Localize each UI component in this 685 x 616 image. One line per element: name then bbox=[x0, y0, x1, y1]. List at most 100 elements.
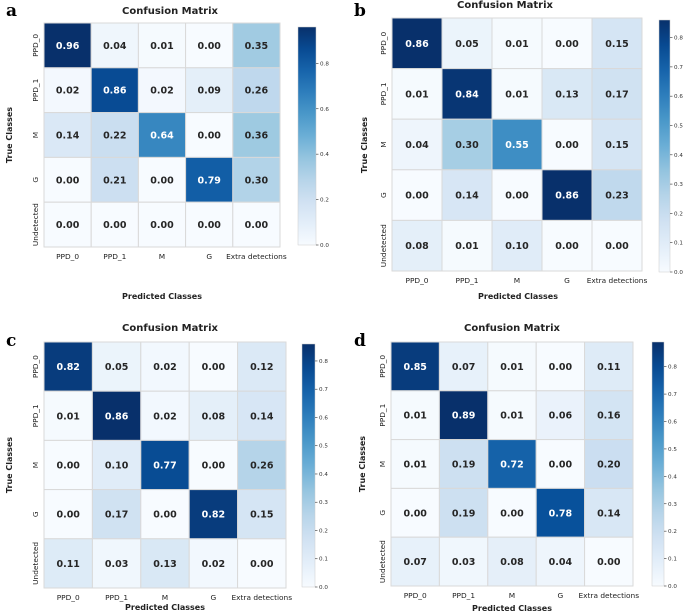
y-tick-label: Undetected bbox=[31, 203, 40, 246]
cell-value-label: 0.86 bbox=[555, 191, 579, 202]
cell-value-label: 0.01 bbox=[505, 39, 528, 50]
heatmap-cell bbox=[43, 67, 92, 114]
cell-value-label: 0.00 bbox=[500, 508, 524, 519]
heatmap-cell bbox=[137, 67, 187, 114]
heatmap-cell bbox=[91, 538, 142, 589]
cell-value-label: 0.00 bbox=[56, 510, 80, 521]
x-tick-label: G bbox=[558, 591, 564, 600]
heatmap-cell bbox=[438, 341, 489, 392]
x-tick-label: M bbox=[162, 593, 168, 602]
cell-value-label: 0.00 bbox=[103, 220, 127, 231]
cell-value-label: 0.05 bbox=[105, 362, 128, 373]
heatmap-cell bbox=[487, 536, 537, 587]
cell-value-label: 0.13 bbox=[153, 559, 176, 570]
cell-value-label: 0.79 bbox=[197, 175, 220, 186]
heatmap-cell bbox=[491, 118, 543, 171]
y-tick-label: PPD_1 bbox=[31, 404, 40, 427]
colorbar-tick-label: 0.5 bbox=[668, 447, 677, 453]
cell-value-label: 0.02 bbox=[150, 86, 173, 97]
confusion-matrix-panel-a: a Confusion Matrix 0.96 0.04 0.01 0.00 0.35 0.0… bbox=[5, 1, 329, 301]
heatmap-cell bbox=[137, 201, 187, 248]
y-tick-label: G bbox=[379, 192, 388, 198]
cell-value-label: 0.02 bbox=[56, 86, 79, 97]
y-tick-label: G bbox=[378, 510, 387, 516]
cell-value-label: 0.04 bbox=[405, 140, 429, 151]
y-tick-label: PPD_1 bbox=[378, 403, 387, 426]
colorbar-tick-label: 0.3 bbox=[319, 500, 328, 506]
cell-value-label: 0.26 bbox=[250, 461, 274, 472]
cell-value-label: 0.06 bbox=[549, 411, 573, 422]
y-tick-label: M bbox=[31, 462, 40, 468]
x-tick-label: M bbox=[514, 276, 520, 285]
cell-value-label: 0.64 bbox=[150, 131, 174, 142]
cell-value-label: 0.72 bbox=[500, 460, 523, 471]
cell-value-label: 0.01 bbox=[403, 411, 426, 422]
x-axis-title: Predicted Classes bbox=[122, 292, 202, 301]
heatmap-cell bbox=[591, 17, 643, 70]
cell-value-label: 0.17 bbox=[605, 89, 628, 100]
x-axis-title: Predicted Classes bbox=[472, 604, 552, 613]
cell-value-label: 0.11 bbox=[597, 362, 620, 373]
heatmap-cell bbox=[390, 341, 440, 392]
heatmap-cell bbox=[541, 219, 593, 272]
y-axis-title: True Classes bbox=[5, 107, 14, 163]
heatmap-cell bbox=[43, 201, 92, 248]
cell-value-label: 0.12 bbox=[250, 362, 273, 373]
heatmap-cell bbox=[487, 341, 537, 392]
cell-value-label: 0.01 bbox=[150, 41, 173, 52]
cell-value-label: 0.15 bbox=[605, 140, 628, 151]
cell-value-label: 0.82 bbox=[56, 362, 79, 373]
y-tick-label: PPD_1 bbox=[31, 78, 40, 101]
cell-value-label: 0.84 bbox=[455, 89, 479, 100]
colorbar-tick-label: 0.6 bbox=[668, 420, 677, 426]
heatmap-cell bbox=[237, 390, 287, 441]
colorbar-tick-label: 0.0 bbox=[319, 585, 328, 591]
cell-value-label: 0.89 bbox=[452, 411, 475, 422]
heatmap-cell bbox=[584, 487, 634, 538]
heatmap-cell bbox=[185, 112, 234, 158]
cell-value-label: 0.08 bbox=[405, 241, 429, 252]
cell-value-label: 0.00 bbox=[555, 140, 579, 151]
heatmap-cell bbox=[188, 390, 239, 441]
colorbar-tick-label: 0.4 bbox=[320, 152, 329, 158]
cell-value-label: 0.82 bbox=[202, 510, 225, 521]
x-tick-label: PPD_1 bbox=[452, 591, 475, 600]
heatmap-cell bbox=[232, 156, 281, 203]
heatmap-cell bbox=[390, 439, 440, 489]
cell-value-label: 0.05 bbox=[455, 39, 478, 50]
colorbar-tick-label: 0.7 bbox=[668, 392, 677, 398]
heatmap-cell bbox=[441, 17, 493, 70]
heatmap-cell bbox=[188, 538, 239, 589]
x-tick-label: PPD_0 bbox=[404, 591, 427, 600]
heatmap-cell bbox=[491, 169, 543, 221]
heatmap-cell bbox=[91, 439, 142, 491]
heatmap-cell bbox=[232, 67, 281, 114]
panel-label: c bbox=[6, 331, 16, 351]
colorbar-tick-label: 0.2 bbox=[319, 528, 328, 534]
cell-value-label: 0.17 bbox=[105, 510, 128, 521]
confusion-matrix-panel-c: c Confusion Matrix 0.82 0.05 0.02 0.00 0.12 0.0… bbox=[5, 323, 328, 612]
y-tick-label: Undetected bbox=[379, 224, 388, 267]
colorbar-tick-label: 0.2 bbox=[668, 529, 677, 535]
cell-value-label: 0.00 bbox=[150, 220, 174, 231]
chart-title: Confusion Matrix bbox=[464, 323, 560, 334]
cell-value-label: 0.15 bbox=[250, 510, 273, 521]
cell-value-label: 0.08 bbox=[202, 411, 226, 422]
cell-value-label: 0.35 bbox=[245, 41, 268, 52]
x-tick-label: Extra detections bbox=[231, 593, 292, 602]
colorbar-tick-label: 0.4 bbox=[319, 472, 328, 478]
heatmap-cell bbox=[232, 201, 281, 248]
y-tick-label: Undetected bbox=[31, 542, 40, 585]
heatmap-cell bbox=[90, 201, 139, 248]
cell-value-label: 0.08 bbox=[500, 557, 524, 568]
heatmap-cell bbox=[43, 489, 93, 540]
heatmap-cell bbox=[188, 439, 239, 491]
colorbar-tick-label: 0.3 bbox=[668, 502, 677, 508]
cell-value-label: 0.15 bbox=[605, 39, 628, 50]
colorbar-tick-label: 0.6 bbox=[674, 94, 683, 100]
panel-label: d bbox=[354, 331, 366, 351]
heatmap-cell bbox=[591, 118, 643, 171]
cell-value-label: 0.55 bbox=[505, 140, 528, 151]
heatmap-cell bbox=[591, 219, 643, 272]
